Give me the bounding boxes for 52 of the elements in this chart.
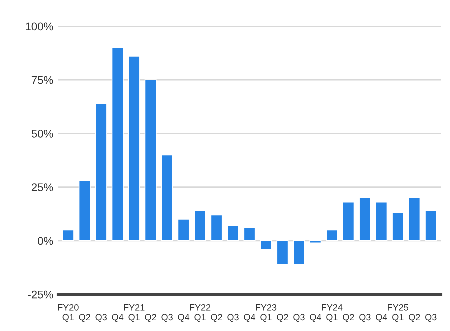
x-tick-label: Q2 bbox=[211, 314, 222, 322]
x-tick-label: FY21 Q1 bbox=[124, 304, 145, 322]
bar bbox=[112, 48, 124, 242]
bar bbox=[408, 198, 421, 242]
x-tick-label: FY25 Q1 bbox=[388, 304, 409, 322]
bar bbox=[359, 198, 372, 242]
bar bbox=[310, 240, 322, 244]
bar bbox=[293, 240, 306, 265]
x-tick-label: Q3 bbox=[96, 314, 107, 322]
y-tick-label: 50% bbox=[32, 130, 54, 138]
y-tick-label: 0% bbox=[38, 237, 54, 246]
x-tick-label: Q3 bbox=[360, 314, 371, 322]
x-tick-label: FY20 Q1 bbox=[58, 304, 79, 322]
bar bbox=[178, 219, 190, 242]
bar bbox=[244, 228, 256, 242]
bar bbox=[210, 214, 223, 242]
bar bbox=[392, 212, 404, 242]
y-tick-label: 100% bbox=[26, 22, 54, 31]
x-tick-label: Q2 bbox=[79, 314, 90, 322]
bar bbox=[161, 154, 174, 242]
bar bbox=[342, 202, 355, 242]
x-tick-label: Q4 bbox=[178, 314, 190, 322]
bar bbox=[194, 210, 206, 242]
bar bbox=[326, 230, 338, 242]
x-tick-label: Q3 bbox=[294, 314, 305, 322]
x-tick-label: Q4 bbox=[112, 314, 124, 322]
x-tick-label: FY24 Q1 bbox=[322, 304, 343, 322]
y-tick-label: -25% bbox=[28, 290, 54, 299]
x-tick-label: FY22 Q1 bbox=[190, 304, 211, 322]
bar bbox=[62, 230, 74, 242]
x-tick-label: Q2 bbox=[409, 314, 420, 322]
bar bbox=[425, 210, 438, 242]
x-tick-label: Q2 bbox=[277, 314, 288, 322]
x-tick-label: Q4 bbox=[310, 314, 322, 322]
bar bbox=[128, 56, 140, 242]
bar bbox=[78, 180, 91, 242]
x-tick-label: FY23 Q1 bbox=[256, 304, 277, 322]
bar bbox=[276, 240, 289, 265]
x-tick-label: Q4 bbox=[376, 314, 388, 322]
bar bbox=[95, 103, 108, 242]
bar bbox=[260, 240, 272, 250]
y-tick-label: 75% bbox=[32, 76, 54, 84]
bar bbox=[227, 226, 240, 242]
bar bbox=[376, 202, 388, 242]
x-tick-label: Q2 bbox=[343, 314, 354, 322]
x-tick-label: Q4 bbox=[244, 314, 256, 322]
x-tick-label: Q3 bbox=[228, 314, 239, 322]
x-tick-label: Q3 bbox=[426, 314, 437, 322]
bar bbox=[144, 80, 157, 242]
y-tick-label: 25% bbox=[32, 184, 54, 192]
x-tick-label: Q3 bbox=[162, 314, 173, 322]
x-tick-label: Q2 bbox=[145, 314, 156, 322]
